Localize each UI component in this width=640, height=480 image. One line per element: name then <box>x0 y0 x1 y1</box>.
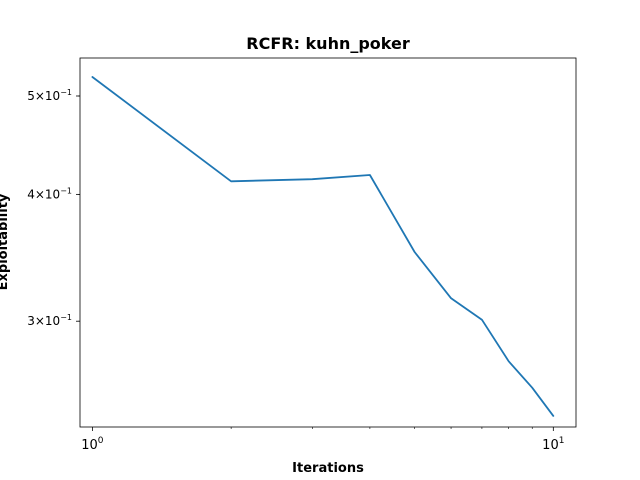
series-layer <box>91 76 555 417</box>
chart-title: RCFR: kuhn_poker <box>246 34 410 53</box>
plot-area <box>79 57 577 428</box>
x-tick-label: 101 <box>542 436 564 453</box>
x-tick-label: 100 <box>81 436 104 453</box>
series-line <box>91 76 555 417</box>
y-tick-label: 3×10−1 <box>27 313 72 328</box>
y-tick-label: 5×10−1 <box>27 88 72 103</box>
axis-ticks: 100 101 3×10−1 4×10−1 5×10−1 <box>27 88 564 453</box>
y-axis-label: Exploitability <box>0 193 11 290</box>
x-axis-label: Iterations <box>292 461 364 476</box>
y-tick-label: 4×10−1 <box>27 186 72 201</box>
